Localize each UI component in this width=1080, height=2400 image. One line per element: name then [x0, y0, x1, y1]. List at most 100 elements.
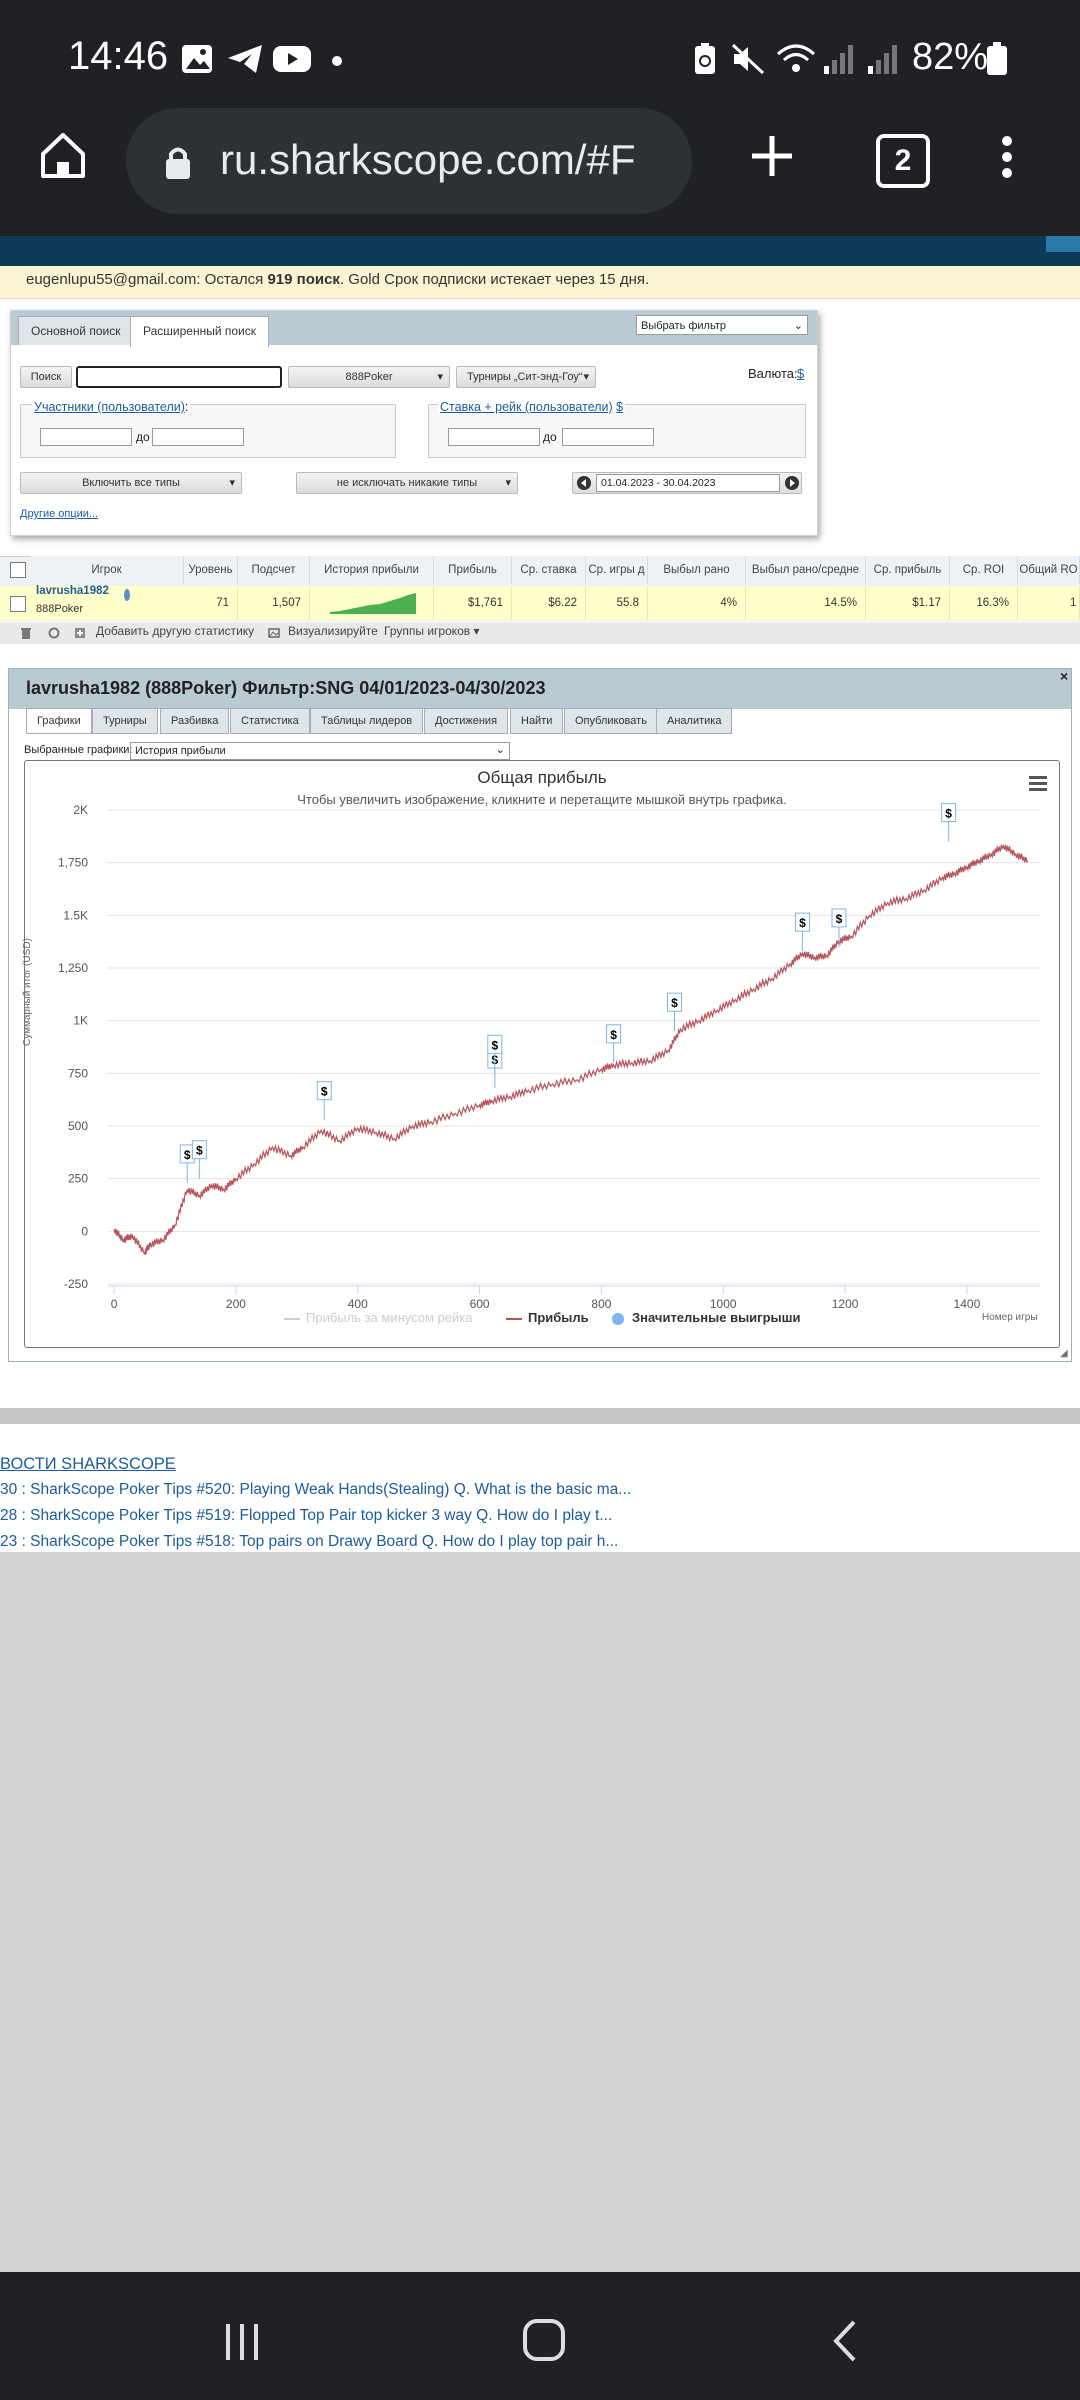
section-divider	[0, 1408, 1080, 1424]
tab-switcher-button[interactable]: 2	[876, 134, 930, 188]
legend-item-profit[interactable]: Прибыль	[506, 1310, 589, 1325]
participants-link[interactable]: Участники (пользователи)	[34, 400, 185, 414]
y-tick-label: 1.5K	[63, 908, 88, 922]
trash-icon[interactable]	[20, 627, 32, 639]
player-info-icon[interactable]	[122, 588, 132, 602]
currency-link[interactable]: $	[797, 366, 805, 381]
y-tick-label: 1,750	[58, 856, 88, 870]
tab-advanced-search[interactable]: Расширенный поиск	[130, 316, 269, 347]
exclude-types-select[interactable]: не исключать никакие типы ▾	[296, 472, 518, 494]
legend-item-net-profit[interactable]: Прибыль за минусом рейка	[284, 1310, 472, 1325]
battery-saver-icon	[695, 43, 715, 74]
stake-min-input[interactable]	[448, 428, 540, 446]
news-title[interactable]: ВОСТИ SHARKSCOPE	[0, 1455, 176, 1473]
tab-tournaments[interactable]: Турниры	[92, 708, 158, 734]
col-avg-roi[interactable]: Ср. ROI	[950, 556, 1018, 584]
news-item[interactable]: 28 : SharkScope Poker Tips #519: Flopped…	[0, 1507, 613, 1524]
news-item[interactable]: 30 : SharkScope Poker Tips #520: Playing…	[0, 1481, 632, 1498]
date-range-input[interactable]: 01.04.2023 - 30.04.2023	[596, 474, 780, 492]
visualize-icon[interactable]	[268, 627, 280, 639]
graph-select[interactable]: История прибыли ⌄	[130, 742, 510, 760]
select-all-checkbox[interactable]	[10, 562, 26, 578]
legend-swatch	[284, 1317, 300, 1320]
chevron-down-icon: ⌄	[495, 744, 505, 756]
tab-basic-search[interactable]: Основной поиск	[18, 316, 134, 345]
url-text[interactable]: ru.sharkscope.com/#F	[220, 136, 636, 183]
prev-date-icon[interactable]	[577, 476, 591, 490]
participants-min-input[interactable]	[40, 428, 132, 446]
tab-leaderboards[interactable]: Таблицы лидеров	[310, 708, 424, 734]
caret-down-icon: ▾	[229, 477, 235, 489]
visualize-link[interactable]: Визуализируйте	[288, 624, 378, 638]
filter-select[interactable]: Выбрать фильтр ⌄	[636, 315, 808, 335]
news-item[interactable]: 23 : SharkScope Poker Tips #518: Top pai…	[0, 1533, 619, 1550]
col-profit[interactable]: Прибыль	[434, 556, 512, 584]
notice-text: : Остался	[196, 271, 268, 288]
include-types-select[interactable]: Включить все типы ▾	[20, 472, 242, 494]
add-stat-icon[interactable]	[74, 627, 86, 639]
col-level[interactable]: Уровень	[184, 556, 238, 584]
col-total-roi[interactable]: Общий RO	[1018, 556, 1080, 584]
col-early-out[interactable]: Выбыл рано	[648, 556, 746, 584]
stake-max-input[interactable]	[562, 428, 654, 446]
big-win-flag[interactable]	[316, 1081, 332, 1101]
cell-level: 71	[184, 586, 238, 620]
player-name-link[interactable]: lavrusha1982	[36, 585, 109, 597]
big-win-flag[interactable]	[191, 1140, 207, 1160]
tab-publish[interactable]: Опубликовать	[564, 708, 658, 734]
big-win-flag[interactable]	[667, 992, 683, 1012]
player-groups-menu[interactable]: Группы игроков ▾	[384, 624, 480, 638]
legend-item-big-wins[interactable]: Значительные выигрыши	[612, 1310, 800, 1325]
row-checkbox[interactable]	[10, 596, 26, 612]
cell-profit-sparkline[interactable]	[310, 586, 434, 620]
refresh-icon[interactable]	[48, 627, 60, 639]
player-search-input[interactable]	[76, 366, 282, 388]
col-early-mid[interactable]: Выбыл рано/средне	[746, 556, 866, 584]
site-nav-accent	[1046, 236, 1080, 252]
tab-achievements[interactable]: Достижения	[424, 708, 509, 734]
tab-statistics[interactable]: Статистика	[230, 708, 310, 734]
add-stat-link[interactable]: Добавить другую статистику	[96, 624, 255, 638]
new-tab-icon[interactable]	[748, 132, 796, 180]
participants-max-input[interactable]	[152, 428, 244, 446]
big-win-flag[interactable]	[794, 912, 810, 932]
other-options-link[interactable]: Другие опции...	[20, 508, 99, 520]
search-button[interactable]: Поиск	[20, 366, 72, 388]
big-win-flag[interactable]	[941, 803, 957, 823]
big-win-flag[interactable]	[606, 1024, 622, 1044]
network-select[interactable]: 888Poker ▾	[288, 366, 450, 388]
more-menu-icon[interactable]	[1000, 135, 1014, 179]
close-icon[interactable]: ×	[1060, 668, 1069, 684]
game-type-select[interactable]: Турниры „Сит-энд-Гоу“ ▾	[456, 366, 596, 388]
col-avg-games[interactable]: Ср. игры д	[586, 556, 648, 584]
col-count[interactable]: Подсчет	[238, 556, 310, 584]
profit-chart[interactable]: -250 0 250 500 750 1K 1,250 1.5K 1,750 2K 0 200 400 6…	[24, 760, 1060, 1348]
col-player[interactable]: Игрок	[30, 556, 184, 584]
chart-menu-icon[interactable]	[1028, 774, 1048, 792]
stake-link[interactable]: Ставка + рейк (пользователи)	[440, 400, 613, 414]
chart-subtitle: Чтобы увеличить изображение, кликните и …	[297, 792, 787, 807]
home-icon[interactable]	[38, 130, 88, 180]
back-icon[interactable]	[830, 2318, 860, 2364]
y-tick-label: -250	[64, 1277, 88, 1291]
big-win-flag[interactable]	[831, 908, 847, 928]
next-date-icon[interactable]	[785, 476, 799, 490]
profit-series-line[interactable]	[113, 844, 1029, 1256]
tab-find[interactable]: Найти	[510, 708, 564, 734]
col-avg-profit[interactable]: Ср. прибыль	[866, 556, 950, 584]
tab-analytics[interactable]: Аналитика	[656, 708, 733, 734]
resize-handle-icon[interactable]: ◢	[1060, 1348, 1068, 1359]
y-tick-label: 750	[68, 1066, 88, 1080]
tab-graphs[interactable]: Графики	[26, 708, 92, 734]
cell-count: 1,507	[238, 586, 310, 620]
stake-currency-link[interactable]: $	[616, 400, 624, 414]
x-tick-label: 1000	[710, 1297, 737, 1311]
cell-profit: $1,761	[434, 586, 512, 620]
col-avg-stake[interactable]: Ср. ставка	[512, 556, 586, 584]
col-profit-history[interactable]: История прибыли	[310, 556, 434, 584]
tab-breakdown[interactable]: Разбивка	[160, 708, 230, 734]
url-bar[interactable]	[126, 108, 692, 214]
home-nav-icon[interactable]	[522, 2318, 566, 2362]
big-win-flag[interactable]	[487, 1034, 503, 1054]
recent-apps-icon[interactable]	[222, 2322, 262, 2362]
